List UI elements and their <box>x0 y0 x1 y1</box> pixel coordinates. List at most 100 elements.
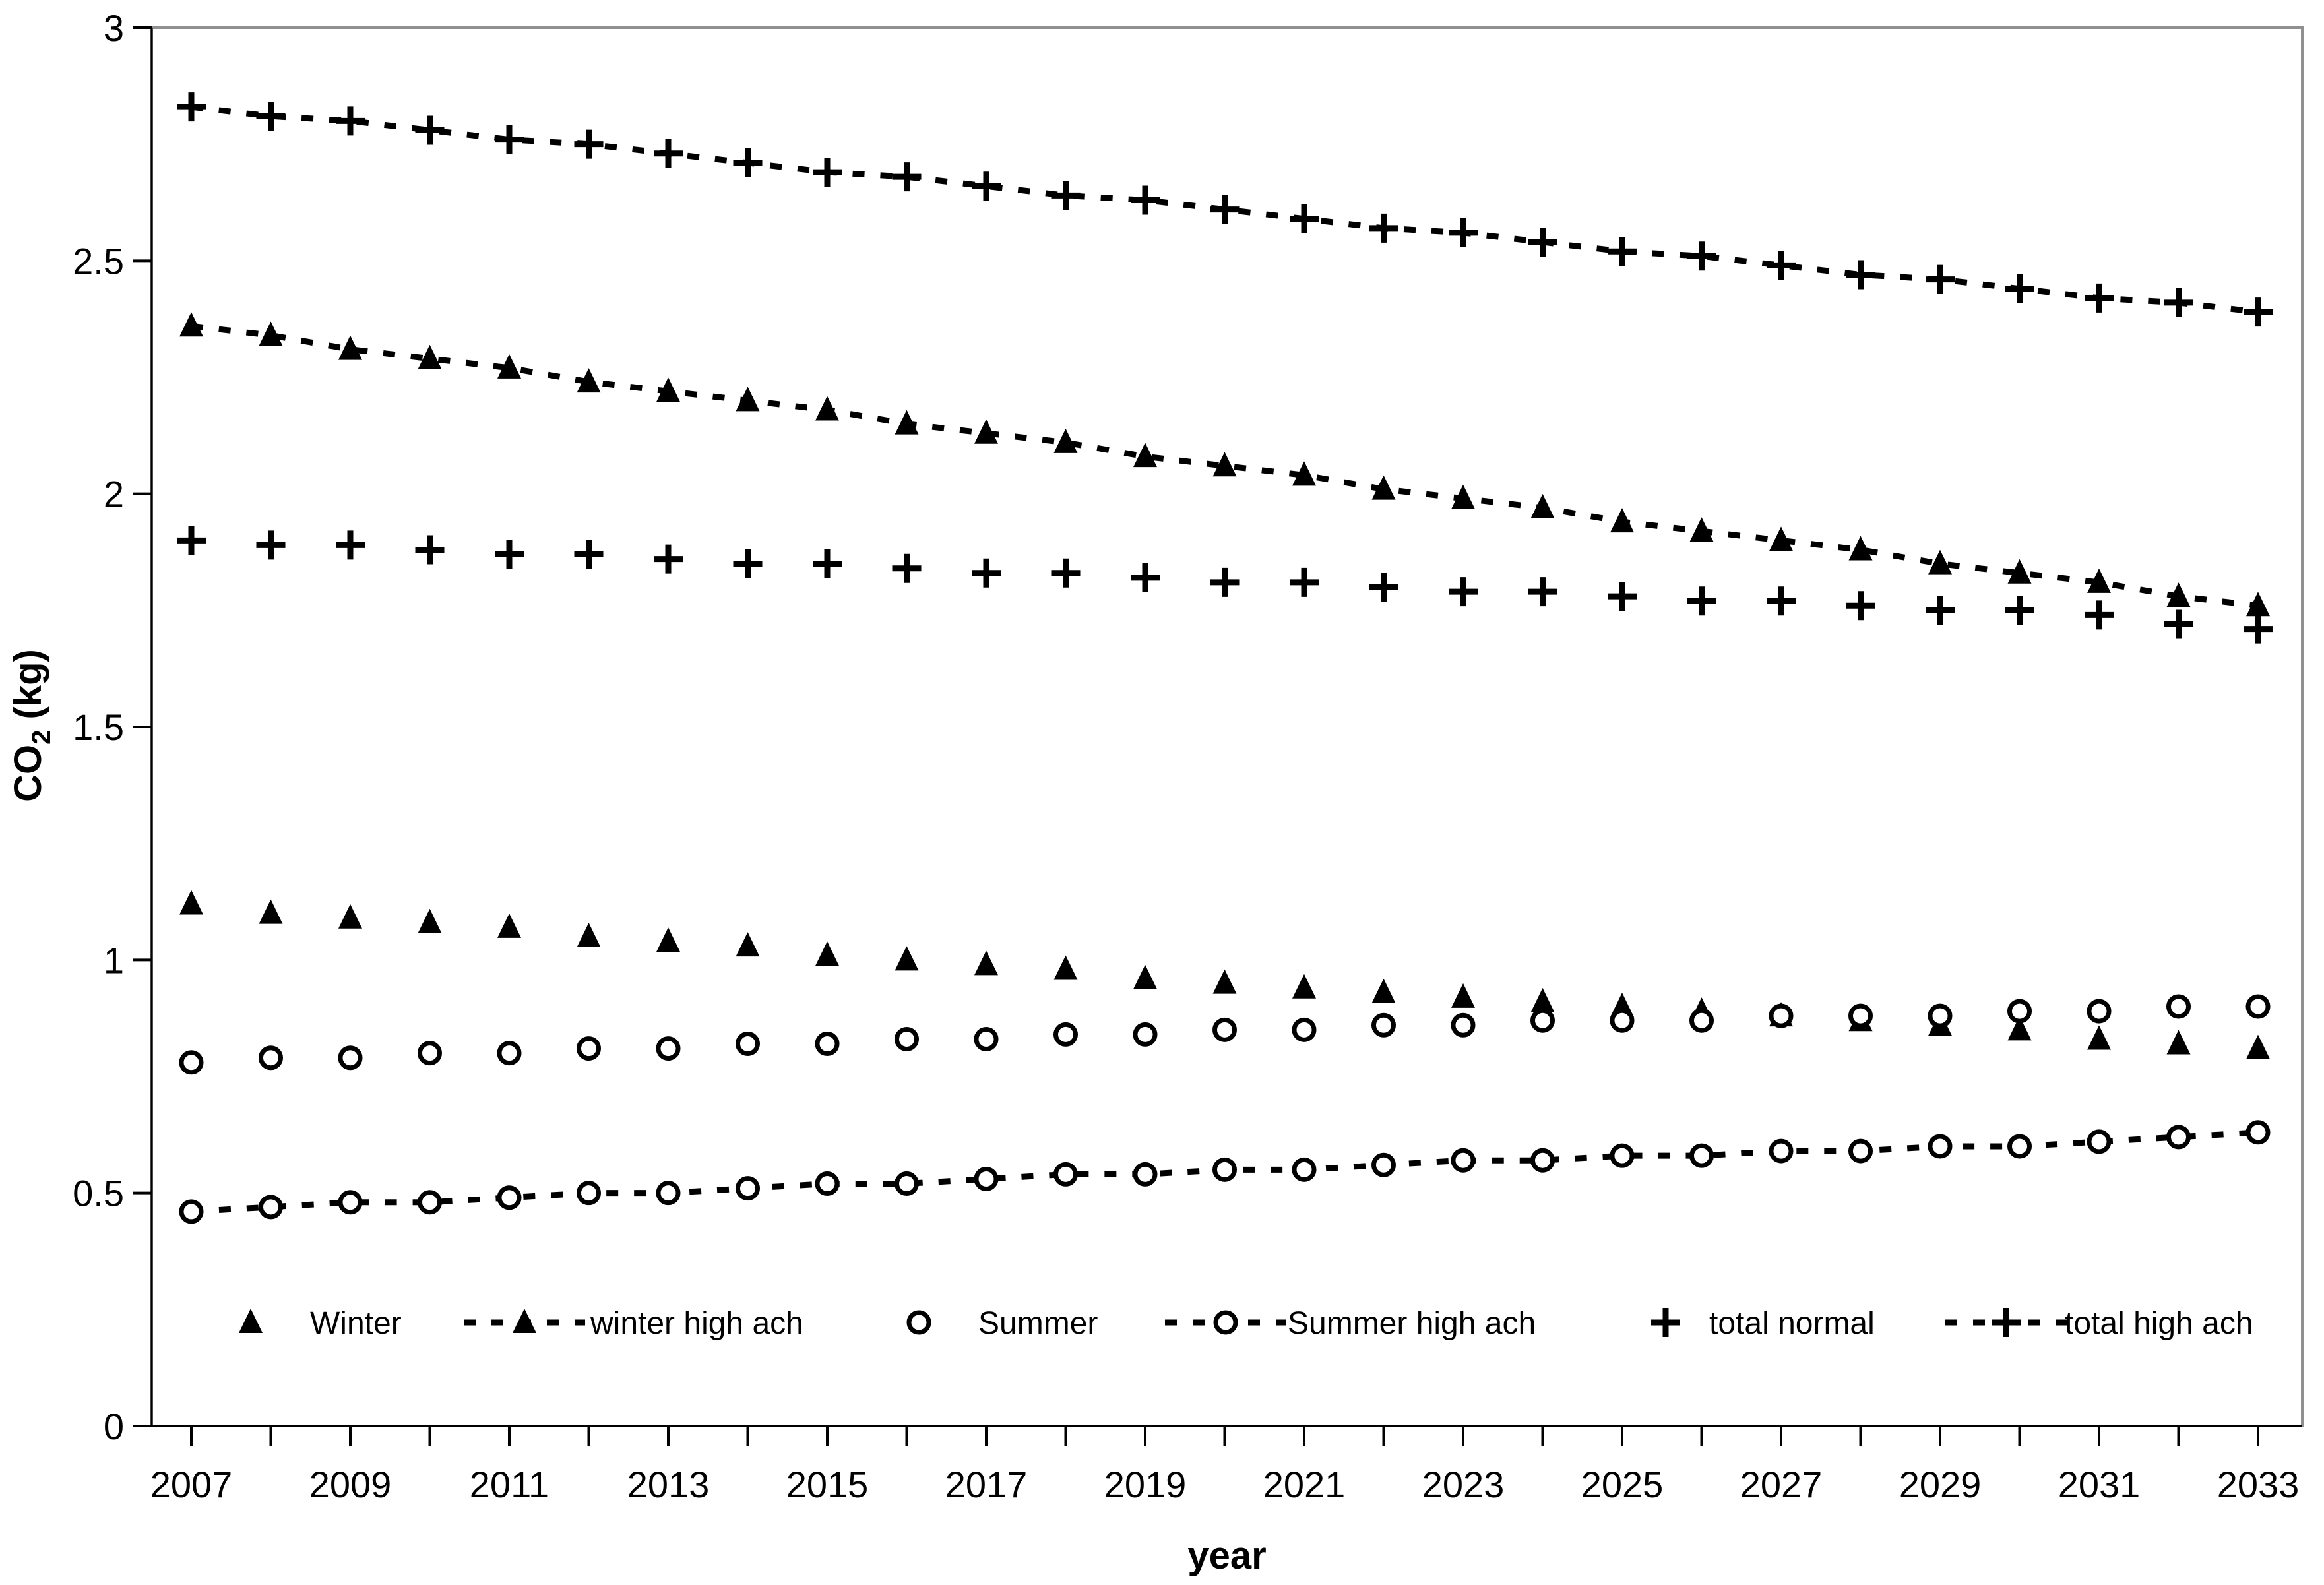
triangle-marker <box>656 927 680 952</box>
circle-marker <box>974 1026 999 1051</box>
plus-marker <box>1687 241 1716 271</box>
circle-marker <box>1610 1008 1635 1033</box>
x-tick-label: 2021 <box>1263 1464 1346 1505</box>
circle-marker <box>1451 1012 1476 1038</box>
triangle-marker <box>736 387 760 412</box>
triangle-marker <box>1769 526 1793 551</box>
triangle-marker <box>577 923 601 947</box>
plus-marker <box>1767 251 1796 280</box>
plus-marker <box>892 553 922 583</box>
plus-marker <box>1369 213 1398 243</box>
plus-marker <box>733 549 763 578</box>
triangle-marker <box>2246 1034 2270 1059</box>
circle-marker <box>736 1176 760 1201</box>
circle-marker <box>1848 1003 1873 1028</box>
triangle-marker <box>974 950 998 976</box>
circle-marker <box>1292 1017 1317 1042</box>
triangle-marker <box>2007 559 2032 584</box>
plus-marker <box>1992 1308 2021 1337</box>
legend-item-winter: Winter <box>239 1306 402 1341</box>
circle-marker <box>1451 1148 1476 1173</box>
triangle-marker <box>497 913 521 938</box>
triangle-marker <box>736 932 760 957</box>
legend-label: total high ach <box>2065 1306 2253 1341</box>
circle-marker <box>2007 1134 2032 1159</box>
x-tick-label: 2023 <box>1422 1464 1505 1505</box>
triangle-marker <box>815 941 839 966</box>
circle-marker <box>497 1041 522 1066</box>
circle-marker <box>577 1181 601 1206</box>
triangle-marker <box>1848 536 1873 561</box>
circle-marker <box>2245 1120 2271 1145</box>
x-tick-label: 2009 <box>309 1464 392 1505</box>
triangle-marker <box>259 321 283 346</box>
y-tick-label: 2.5 <box>73 240 124 282</box>
plus-marker <box>2085 600 2114 630</box>
series-winter-high-ach <box>179 312 2270 617</box>
triangle-marker <box>2166 582 2191 607</box>
circle-marker <box>1053 1022 1078 1047</box>
circle-marker <box>2166 1125 2191 1150</box>
triangle-marker <box>418 908 442 933</box>
circle-marker <box>1689 1143 1714 1168</box>
legend-item-total-high-ach: total high ach <box>1945 1306 2253 1341</box>
circle-marker <box>179 1050 204 1075</box>
circle-marker <box>2007 999 2032 1024</box>
x-axis-title: year <box>1187 1534 1266 1577</box>
legend-item-summer: Summer <box>906 1306 1098 1341</box>
triangle-marker <box>418 344 442 369</box>
legend-label: Summer high ach <box>1288 1306 1536 1341</box>
plus-marker <box>256 102 286 131</box>
circle-marker <box>1848 1138 1873 1164</box>
plus-marker <box>1846 260 1875 290</box>
circle-marker <box>895 1026 919 1051</box>
series-total-normal <box>177 526 2273 644</box>
circle-marker <box>418 1190 442 1215</box>
plus-marker <box>2164 609 2193 639</box>
plus-marker <box>1651 1308 1680 1337</box>
plus-marker <box>2244 297 2273 327</box>
y-tick-label: 1 <box>104 939 124 981</box>
plus-marker <box>733 148 763 177</box>
x-tick-label: 2011 <box>470 1464 549 1505</box>
plus-marker <box>1369 573 1398 602</box>
plus-marker <box>1290 567 1319 597</box>
series-total-high-ach <box>177 92 2273 327</box>
circle-marker <box>179 1199 204 1224</box>
circle-marker <box>906 1310 931 1335</box>
circle-marker <box>577 1036 601 1061</box>
legend-label: winter high ach <box>590 1306 803 1341</box>
triangle-marker <box>1928 549 1952 575</box>
circle-marker <box>497 1185 522 1210</box>
circle-marker <box>2245 994 2271 1019</box>
plus-marker <box>1608 237 1637 266</box>
circle-marker <box>1610 1143 1635 1168</box>
circle-marker <box>2087 999 2112 1024</box>
plus-marker <box>1846 591 1875 621</box>
circle-marker <box>338 1190 363 1215</box>
circle-marker <box>1371 1012 1396 1038</box>
triangle-marker <box>1530 493 1555 518</box>
plus-marker <box>1449 218 1478 247</box>
plus-marker <box>574 540 604 569</box>
circle-marker <box>736 1032 760 1057</box>
legend-item-winter-high-ach: winter high ach <box>464 1306 803 1341</box>
triangle-marker <box>1689 517 1714 542</box>
plus-marker <box>336 106 365 136</box>
plus-marker <box>813 158 842 187</box>
circle-marker <box>895 1171 919 1197</box>
plus-marker <box>1210 567 1240 597</box>
plot-border <box>150 26 2304 1427</box>
y-tick-label: 0 <box>104 1406 124 1447</box>
triangle-marker <box>815 396 839 421</box>
circle-marker <box>1928 1003 1953 1028</box>
plus-marker <box>1131 563 1160 592</box>
circle-marker <box>656 1036 681 1061</box>
plus-marker <box>1767 586 1796 616</box>
plus-marker <box>1051 181 1081 210</box>
plus-marker <box>1449 577 1478 607</box>
plus-marker <box>972 558 1001 588</box>
triangle-marker <box>974 419 998 444</box>
